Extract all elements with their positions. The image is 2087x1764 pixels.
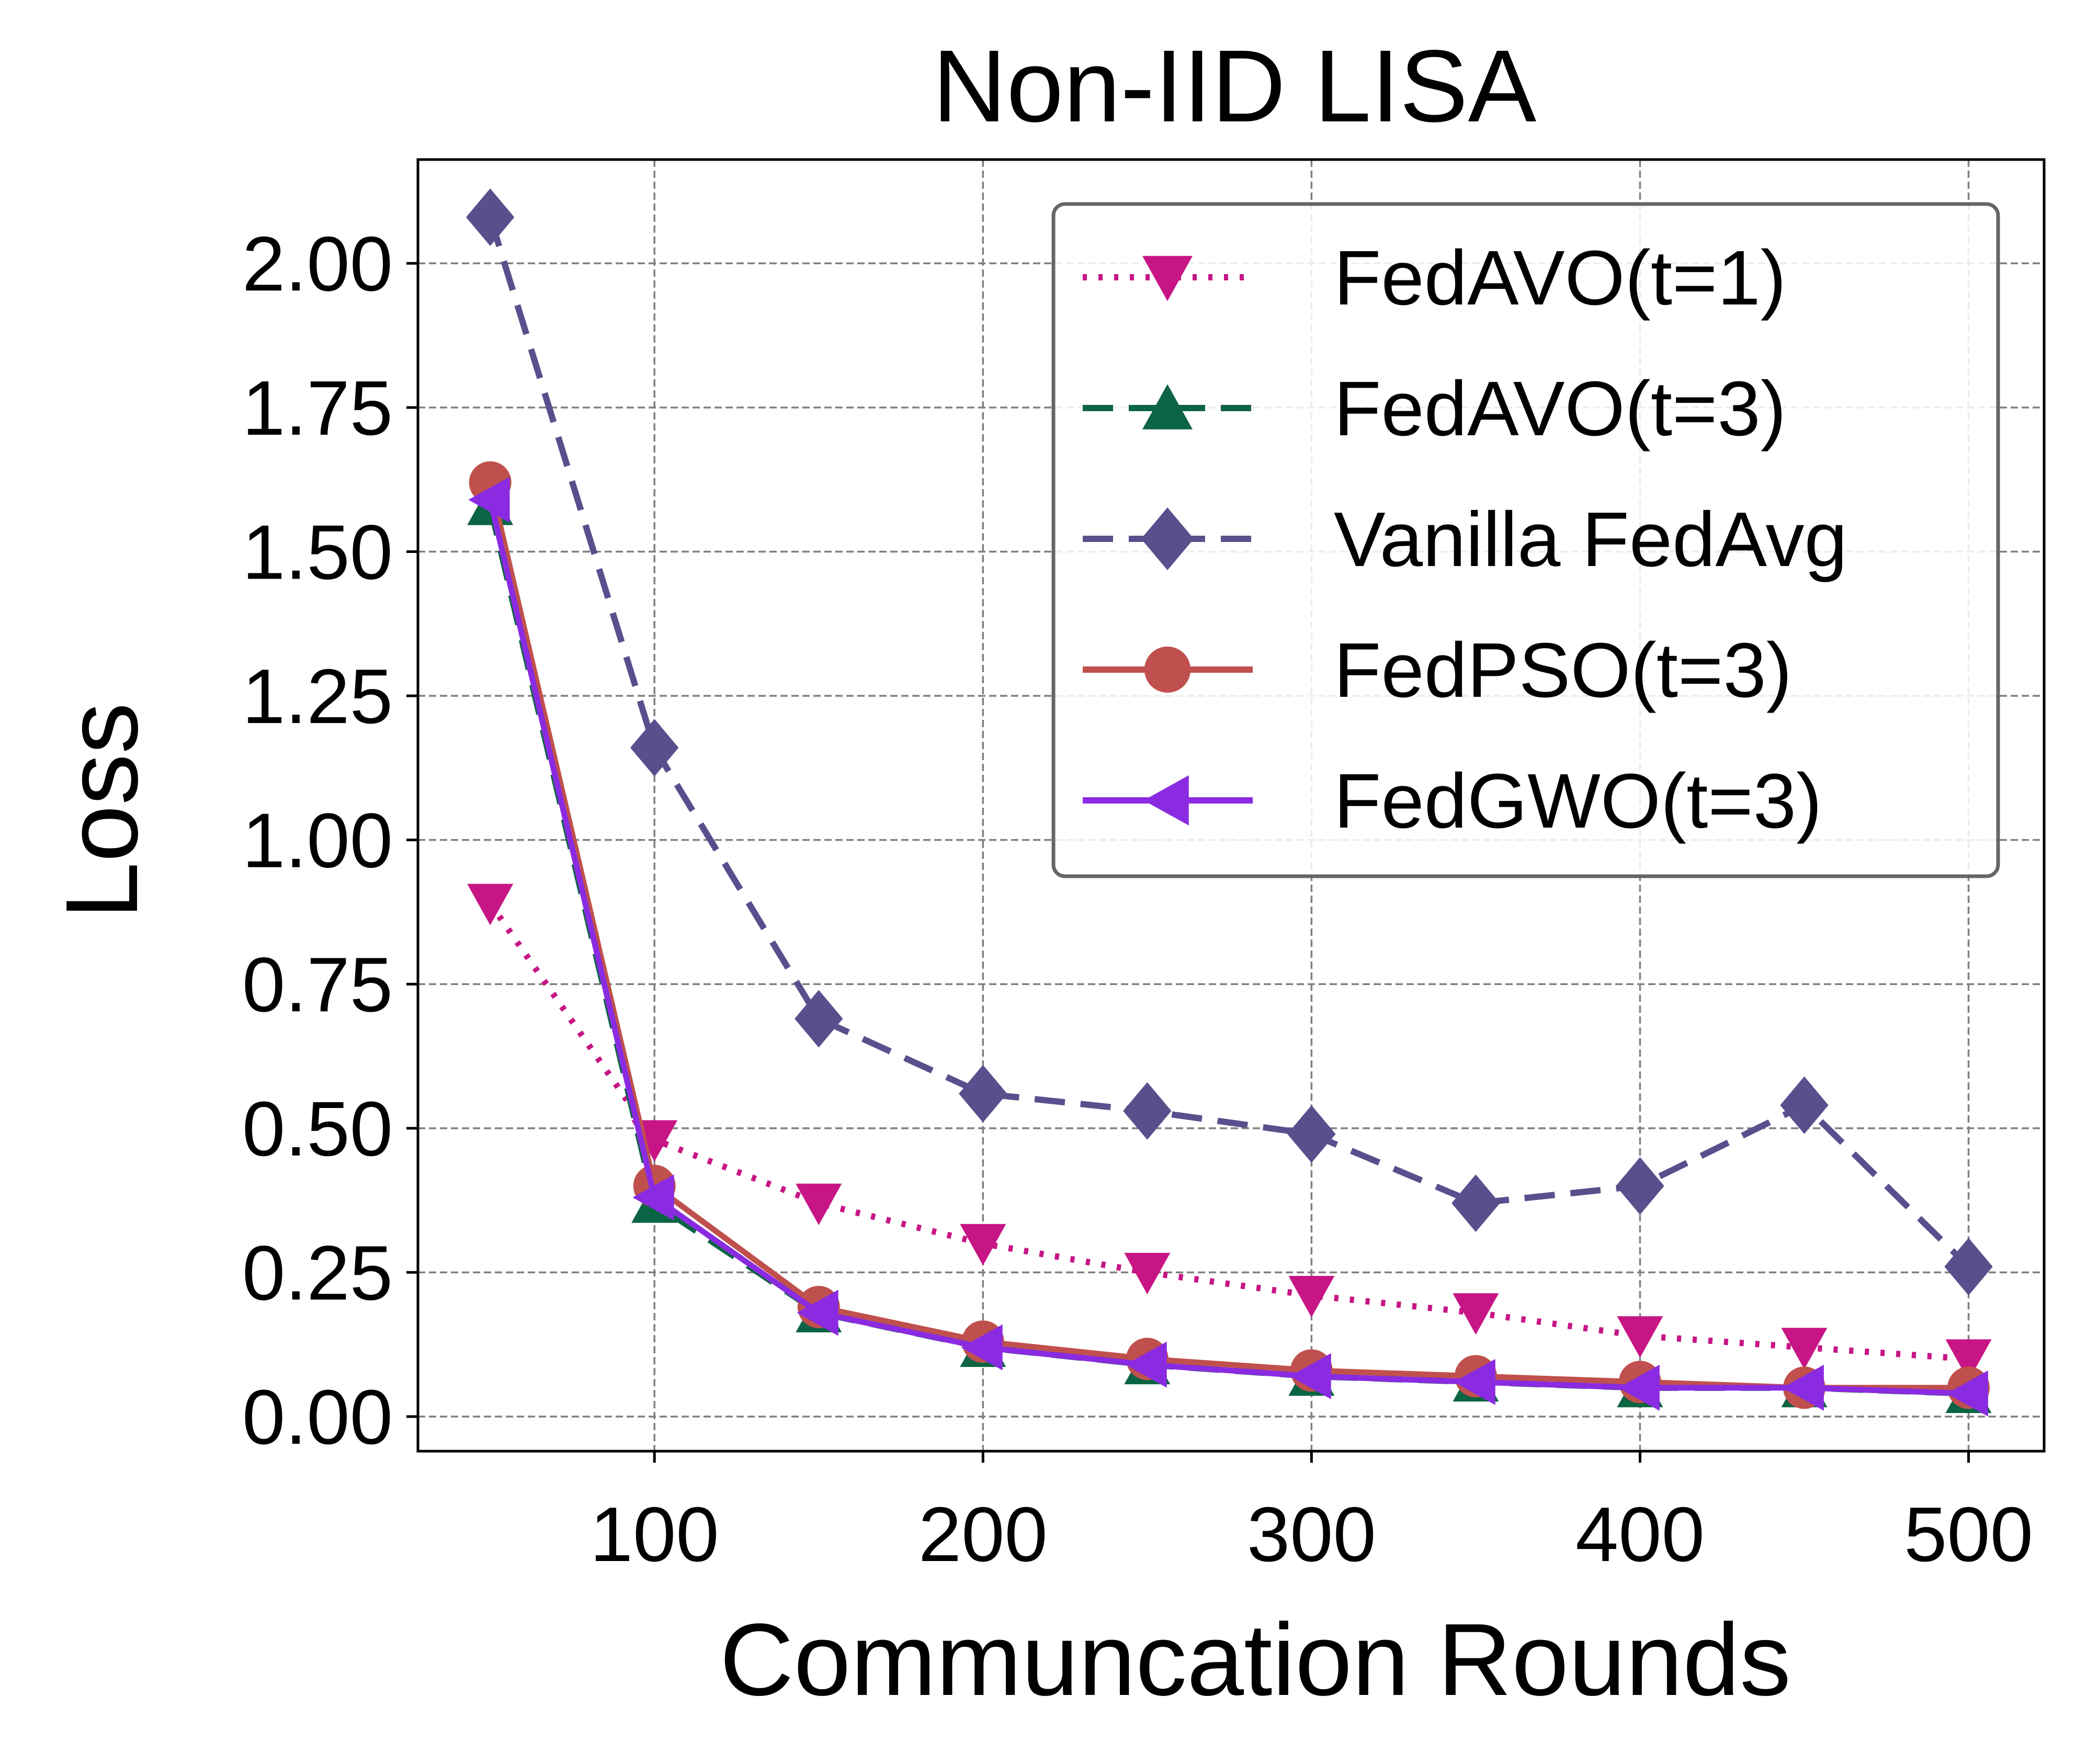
data-point: [1454, 1359, 1495, 1405]
data-point: [1287, 1105, 1336, 1163]
y-tick-label: 0.50: [242, 1086, 393, 1172]
data-point: [468, 477, 510, 523]
data-point: [467, 884, 514, 925]
legend-frame: [1051, 202, 2000, 878]
x-axis-label: Communcation Rounds: [720, 1602, 1791, 1717]
series-line: [487, 481, 1969, 1391]
legend-marker: [1143, 775, 1189, 826]
legend: FedAVO(t=1) FedAVO(t=3) Vanilla FedAvg FedP…: [1051, 202, 2000, 878]
data-point: [1453, 1293, 1499, 1335]
data-point: [795, 990, 843, 1048]
series-layer: [466, 188, 1993, 1417]
data-point: [1289, 1353, 1331, 1399]
data-point: [1618, 1364, 1660, 1411]
x-tick-label: 200: [918, 1491, 1048, 1578]
data-point: [1945, 1339, 1992, 1381]
y-tick-label: 0.75: [242, 942, 393, 1028]
data-point: [632, 1174, 674, 1221]
y-tick-label: 0.25: [242, 1230, 393, 1316]
data-point: [630, 719, 679, 777]
x-tick-label: 300: [1247, 1491, 1376, 1578]
series-line: [487, 499, 1969, 1397]
data-point: [1123, 1082, 1172, 1140]
legend-marker: [1142, 384, 1193, 429]
plot-frame: [416, 158, 2046, 1453]
data-point: [1780, 1076, 1829, 1134]
x-tick-label: 400: [1575, 1491, 1705, 1578]
y-tick-label: 1.50: [242, 510, 393, 596]
data-point: [1781, 1328, 1828, 1370]
legend-label: FedAVO(t=1): [1334, 235, 1786, 321]
legend-label: FedPSO(t=3): [1334, 627, 1792, 714]
y-tick-label: 1.25: [242, 653, 393, 740]
legend-label: Vanilla FedAvg: [1334, 496, 1847, 583]
legend-entry: Vanilla FedAvg: [1083, 496, 1847, 583]
data-point: [1944, 1238, 1993, 1296]
legend-entry: FedAVO(t=3): [1083, 366, 1786, 452]
legend-entry: FedGWO(t=3): [1083, 758, 1822, 844]
legend-marker: [1144, 646, 1191, 693]
data-point: [1125, 1341, 1167, 1388]
legend-entry: FedAVO(t=1): [1083, 235, 1786, 321]
data-point: [796, 1183, 842, 1225]
data-point: [466, 188, 515, 246]
series-fedgwo-t-3: [468, 477, 1988, 1417]
legend-marker: [1141, 507, 1194, 570]
data-point: [797, 1290, 838, 1336]
x-tick-label: 500: [1904, 1491, 2033, 1578]
data-point: [1451, 1174, 1500, 1232]
legend-label: FedGWO(t=3): [1334, 758, 1822, 844]
y-tick-label: 1.00: [242, 798, 393, 884]
data-point: [961, 1324, 1003, 1371]
legend-entry: FedPSO(t=3): [1083, 627, 1792, 714]
y-axis-label: Loss: [44, 703, 159, 919]
y-tick-label: 1.75: [242, 365, 393, 451]
data-point: [959, 1065, 1007, 1123]
data-point: [960, 1224, 1006, 1265]
series-vanilla-fedavg: [466, 188, 1993, 1296]
legend-marker: [1142, 256, 1193, 301]
legend-label: FedAVO(t=3): [1334, 366, 1786, 452]
series-line: [487, 216, 1971, 1269]
y-tick-label: 0.00: [242, 1374, 393, 1461]
series-line: [487, 901, 1969, 1362]
y-tick-label: 2.00: [242, 221, 393, 307]
x-tick-label: 100: [590, 1491, 719, 1578]
chart-title: Non-IID LISA: [933, 29, 1537, 143]
data-point: [1617, 1316, 1663, 1358]
data-point: [1616, 1157, 1664, 1215]
data-point: [1288, 1275, 1335, 1318]
axis-ticks: 100 200 300 400 500 0.00 0.25 0.50 0.75 1.00 1.25 1…: [242, 221, 2033, 1578]
data-point: [1782, 1364, 1824, 1411]
data-point: [1946, 1370, 1988, 1417]
data-point: [1124, 1252, 1171, 1295]
